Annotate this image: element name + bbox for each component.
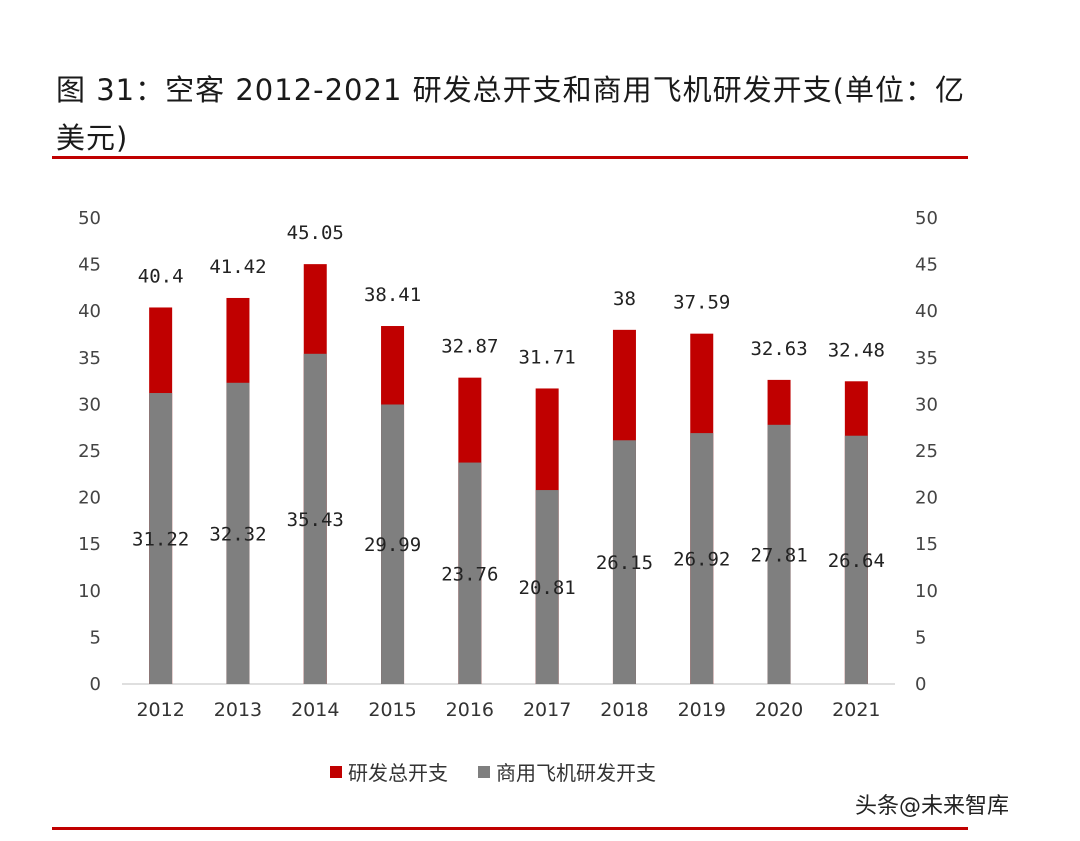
y-tick-left: 45 [78, 255, 101, 276]
data-label-commercial: 26.92 [673, 549, 730, 571]
x-tick-label: 2012 [136, 699, 184, 721]
data-label-total: 38 [613, 288, 636, 310]
y-tick-left: 25 [78, 441, 101, 462]
data-label-commercial: 23.76 [441, 563, 498, 585]
x-tick-label: 2016 [446, 699, 494, 721]
data-label-total: 45.05 [287, 222, 344, 244]
bar-commercial [149, 393, 173, 684]
x-tick-label: 2019 [678, 699, 726, 721]
data-label-total: 40.4 [138, 265, 184, 287]
data-label-total: 32.48 [828, 339, 885, 361]
watermark: 头条 @未来智库 [855, 788, 1009, 820]
y-tick-left: 30 [78, 394, 101, 415]
legend: 研发总开支 商用飞机研发开支 [330, 757, 686, 786]
y-tick-left: 35 [78, 348, 101, 369]
legend-item-commercial: 商用飞机研发开支 [478, 757, 656, 786]
data-label-commercial: 29.99 [364, 534, 421, 556]
y-tick-right: 40 [915, 301, 938, 322]
y-tick-left: 40 [78, 301, 101, 322]
footer-rule [52, 827, 968, 830]
title-rule [52, 156, 968, 159]
y-tick-right: 5 [915, 627, 926, 648]
data-label-commercial: 20.81 [519, 577, 576, 599]
data-label-total: 32.87 [441, 336, 498, 358]
y-tick-right: 0 [915, 674, 926, 695]
legend-label-total: 研发总开支 [348, 761, 448, 785]
data-label-total: 32.63 [750, 338, 807, 360]
y-tick-right: 45 [915, 255, 938, 276]
y-tick-left: 0 [90, 674, 101, 695]
bar-commercial [844, 435, 868, 684]
data-label-commercial: 26.64 [828, 550, 885, 572]
legend-label-commercial: 商用飞机研发开支 [496, 761, 656, 785]
data-label-total: 31.71 [519, 346, 576, 368]
y-tick-left: 20 [78, 488, 101, 509]
y-tick-left: 10 [78, 581, 101, 602]
data-label-commercial: 31.22 [132, 529, 189, 551]
legend-swatch-commercial [478, 765, 490, 778]
data-label-total: 41.42 [209, 256, 266, 278]
data-label-commercial: 26.15 [596, 552, 653, 574]
bar-commercial [535, 490, 559, 684]
bar-commercial [690, 433, 714, 684]
bar-commercial [381, 404, 405, 684]
legend-item-total: 研发总开支 [330, 757, 448, 786]
legend-swatch-total [330, 765, 342, 778]
data-label-total: 37.59 [673, 292, 730, 314]
y-tick-right: 35 [915, 348, 938, 369]
y-tick-right: 15 [915, 534, 938, 555]
x-tick-label: 2014 [291, 699, 339, 721]
bar-commercial [458, 462, 482, 684]
x-tick-label: 2021 [832, 699, 880, 721]
y-tick-right: 25 [915, 441, 938, 462]
figure-title: 图 31：空客 2012-2021 研发总开支和商用飞机研发开支(单位：亿美元) [56, 73, 965, 155]
y-tick-left: 5 [90, 627, 101, 648]
bar-commercial [612, 440, 636, 684]
data-label-commercial: 27.81 [750, 544, 807, 566]
x-tick-label: 2015 [368, 699, 416, 721]
bar-commercial [767, 424, 791, 684]
y-tick-right: 30 [915, 394, 938, 415]
data-label-commercial: 35.43 [287, 509, 344, 531]
y-tick-left: 50 [78, 208, 101, 229]
x-tick-label: 2013 [214, 699, 262, 721]
y-tick-right: 10 [915, 581, 938, 602]
bar-commercial [226, 382, 250, 684]
data-label-commercial: 32.32 [209, 523, 266, 545]
y-tick-right: 50 [915, 208, 938, 229]
watermark-name: @未来智库 [899, 794, 1010, 819]
data-label-total: 38.41 [364, 284, 421, 306]
x-tick-label: 2017 [523, 699, 571, 721]
x-tick-label: 2018 [600, 699, 648, 721]
y-tick-right: 20 [915, 488, 938, 509]
bar-commercial [303, 353, 327, 684]
y-tick-left: 15 [78, 534, 101, 555]
x-tick-label: 2020 [755, 699, 803, 721]
watermark-prefix: 头条 [855, 794, 900, 819]
